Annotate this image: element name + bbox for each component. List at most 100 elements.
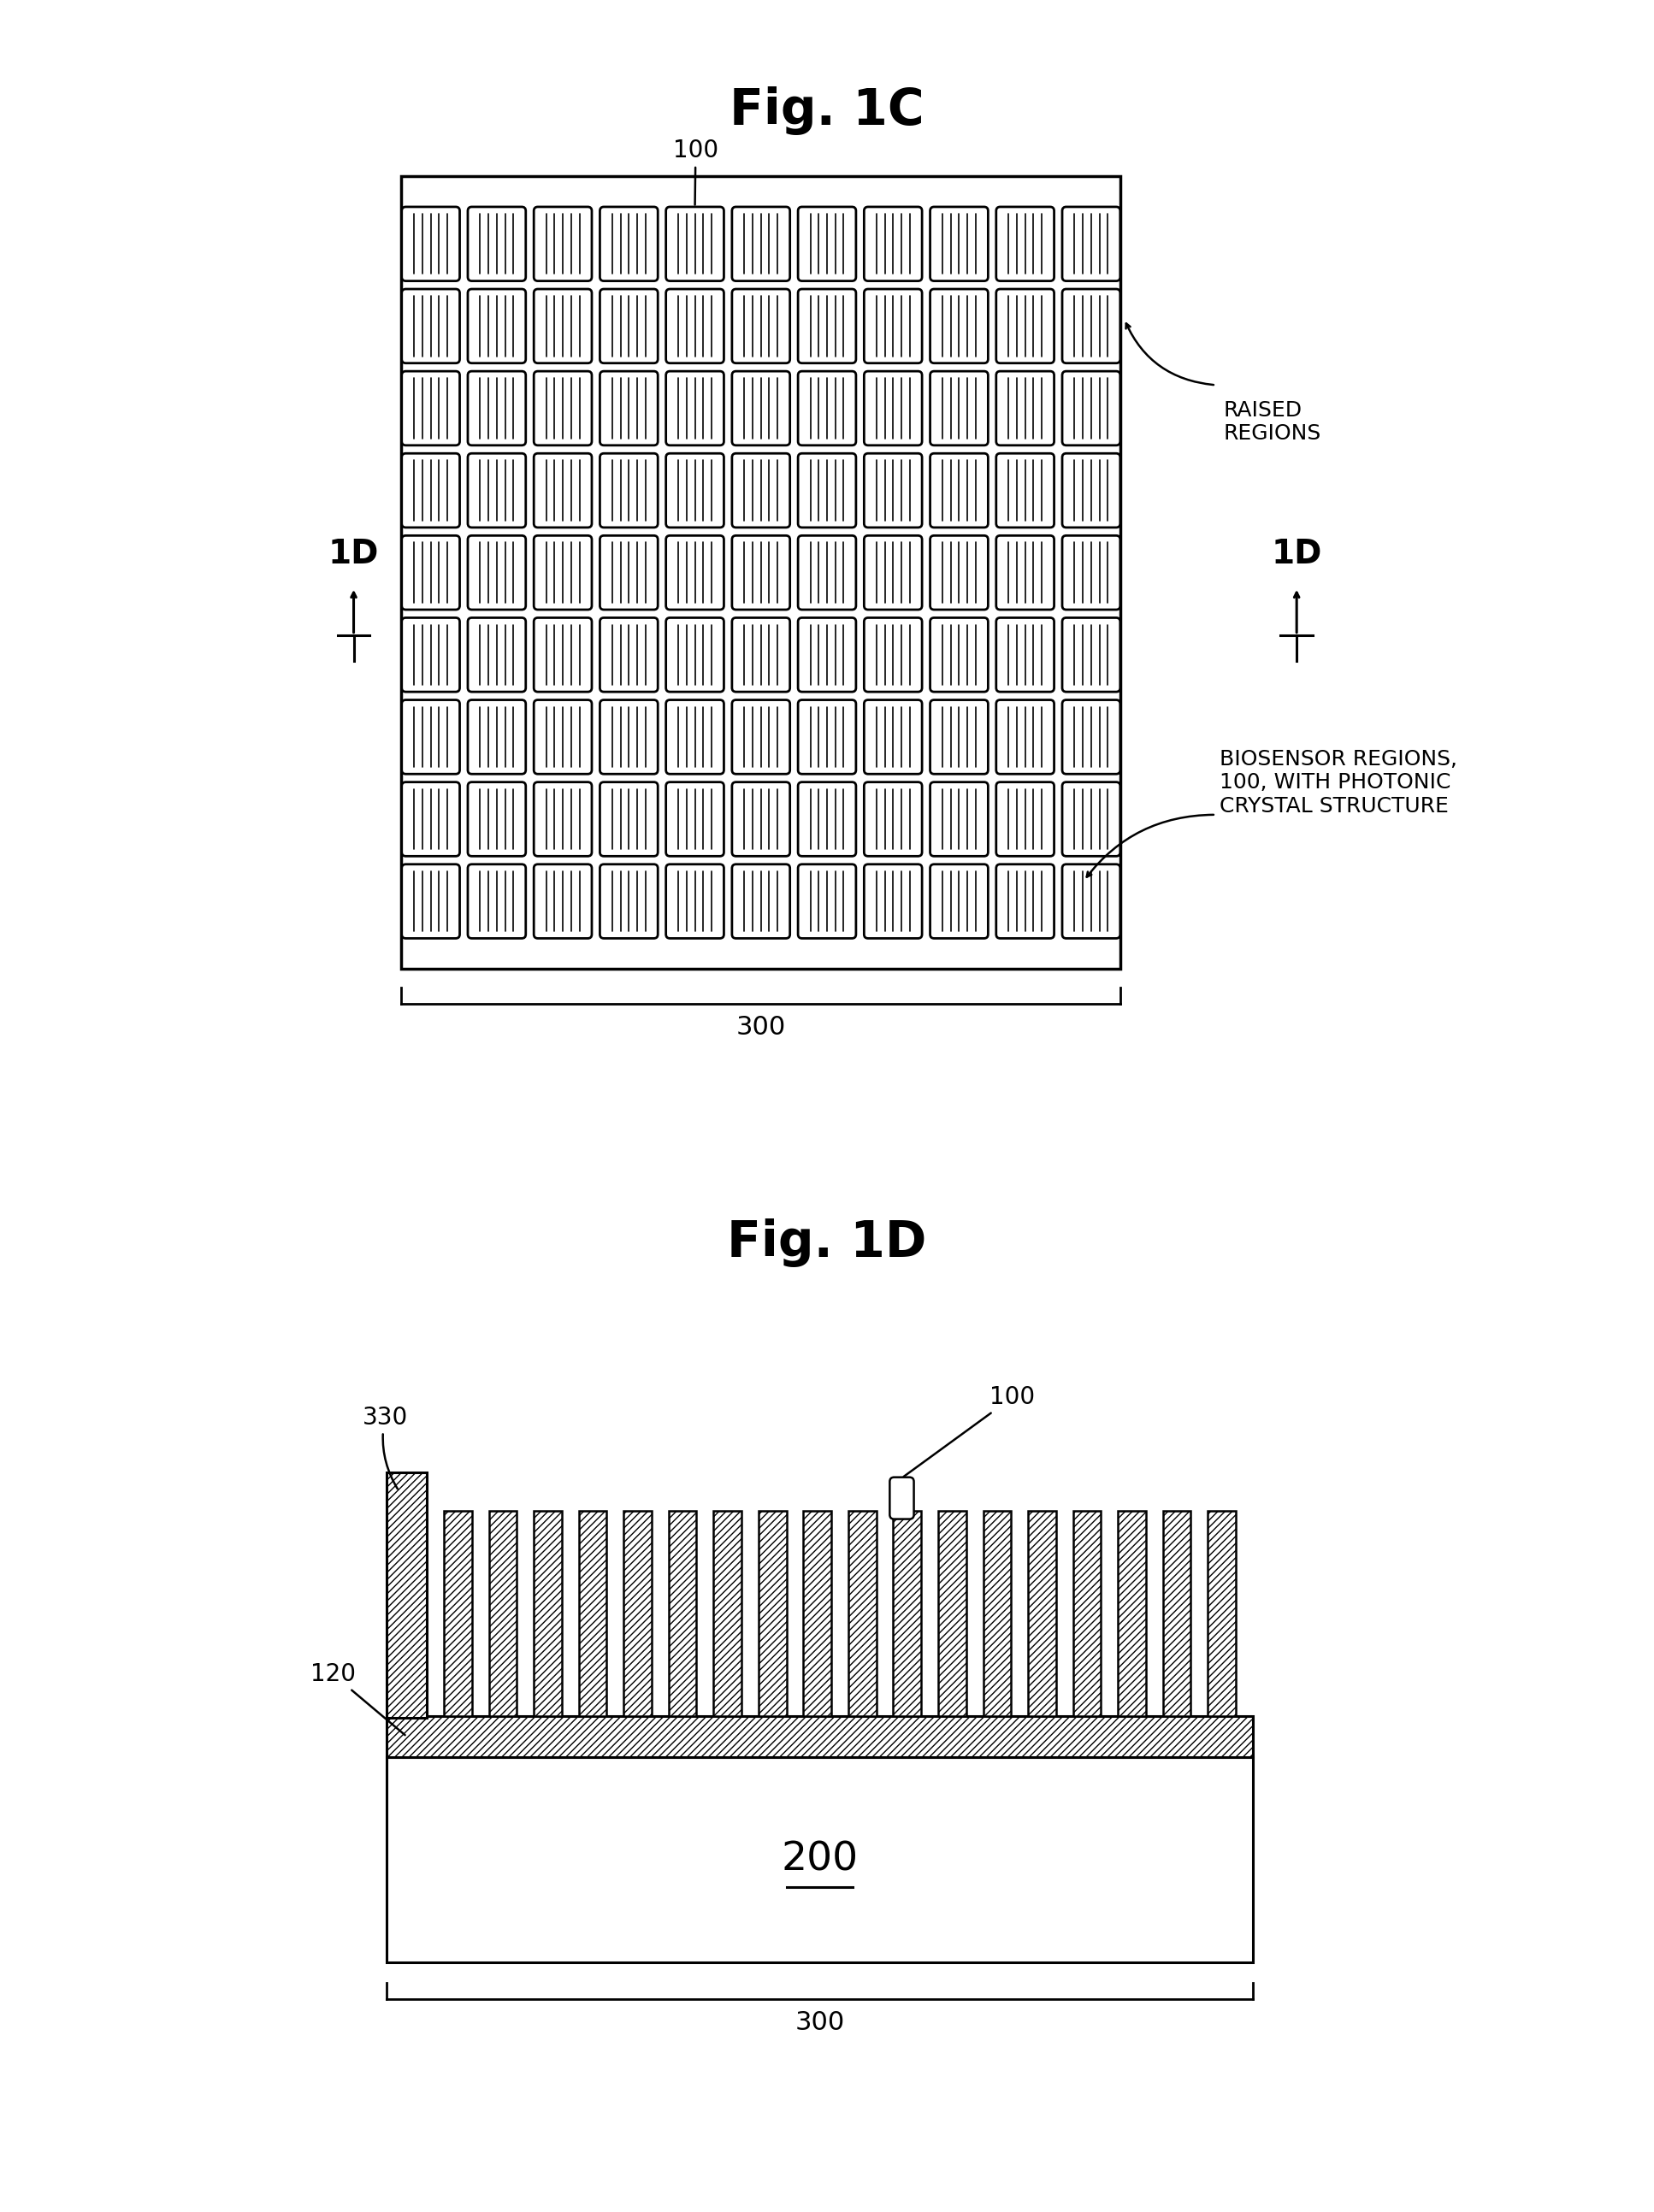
FancyBboxPatch shape xyxy=(863,699,921,774)
Bar xyxy=(982,1511,1011,1717)
FancyBboxPatch shape xyxy=(468,617,526,692)
FancyBboxPatch shape xyxy=(402,617,460,692)
Bar xyxy=(534,1511,562,1717)
FancyBboxPatch shape xyxy=(863,865,921,938)
FancyBboxPatch shape xyxy=(468,783,526,856)
FancyBboxPatch shape xyxy=(996,372,1054,445)
FancyBboxPatch shape xyxy=(996,783,1054,856)
FancyBboxPatch shape xyxy=(797,453,857,526)
FancyBboxPatch shape xyxy=(600,453,658,526)
FancyBboxPatch shape xyxy=(667,617,724,692)
FancyBboxPatch shape xyxy=(930,865,987,938)
FancyBboxPatch shape xyxy=(930,208,987,281)
FancyBboxPatch shape xyxy=(996,865,1054,938)
FancyBboxPatch shape xyxy=(733,617,791,692)
FancyBboxPatch shape xyxy=(1062,290,1120,363)
FancyBboxPatch shape xyxy=(1062,699,1120,774)
FancyBboxPatch shape xyxy=(600,208,658,281)
Bar xyxy=(893,1511,921,1717)
FancyBboxPatch shape xyxy=(667,453,724,526)
FancyBboxPatch shape xyxy=(1062,865,1120,938)
FancyBboxPatch shape xyxy=(667,783,724,856)
FancyBboxPatch shape xyxy=(797,783,857,856)
FancyBboxPatch shape xyxy=(468,290,526,363)
Bar xyxy=(402,177,1120,969)
FancyBboxPatch shape xyxy=(667,865,724,938)
FancyBboxPatch shape xyxy=(402,783,460,856)
FancyBboxPatch shape xyxy=(863,290,921,363)
FancyBboxPatch shape xyxy=(1062,535,1120,611)
FancyBboxPatch shape xyxy=(733,208,791,281)
Text: 200: 200 xyxy=(781,1840,858,1878)
FancyBboxPatch shape xyxy=(890,1478,915,1520)
Bar xyxy=(804,1511,832,1717)
Bar xyxy=(387,1473,427,1719)
FancyBboxPatch shape xyxy=(797,535,857,611)
FancyBboxPatch shape xyxy=(600,783,658,856)
FancyBboxPatch shape xyxy=(468,372,526,445)
Text: Fig. 1C: Fig. 1C xyxy=(729,86,925,135)
Bar xyxy=(938,1511,966,1717)
Text: 100: 100 xyxy=(673,139,718,206)
FancyBboxPatch shape xyxy=(402,535,460,611)
Text: 120: 120 xyxy=(311,1661,405,1734)
FancyBboxPatch shape xyxy=(534,290,592,363)
FancyBboxPatch shape xyxy=(600,865,658,938)
FancyBboxPatch shape xyxy=(667,372,724,445)
FancyBboxPatch shape xyxy=(930,453,987,526)
Text: 100: 100 xyxy=(903,1385,1035,1478)
FancyBboxPatch shape xyxy=(402,290,460,363)
FancyBboxPatch shape xyxy=(667,535,724,611)
Bar xyxy=(1163,1511,1191,1717)
FancyBboxPatch shape xyxy=(996,290,1054,363)
Bar xyxy=(1029,1511,1055,1717)
FancyBboxPatch shape xyxy=(534,453,592,526)
Text: BIOSENSOR REGIONS,
100, WITH PHOTONIC
CRYSTAL STRUCTURE: BIOSENSOR REGIONS, 100, WITH PHOTONIC CR… xyxy=(1219,748,1457,816)
FancyBboxPatch shape xyxy=(863,535,921,611)
FancyBboxPatch shape xyxy=(797,865,857,938)
FancyBboxPatch shape xyxy=(733,865,791,938)
FancyBboxPatch shape xyxy=(534,372,592,445)
FancyBboxPatch shape xyxy=(733,453,791,526)
Text: 300: 300 xyxy=(796,2011,845,2035)
FancyBboxPatch shape xyxy=(468,535,526,611)
FancyBboxPatch shape xyxy=(402,208,460,281)
Bar xyxy=(490,1511,518,1717)
FancyBboxPatch shape xyxy=(534,535,592,611)
Bar xyxy=(387,1717,1252,1756)
FancyBboxPatch shape xyxy=(600,535,658,611)
Text: 1D: 1D xyxy=(1272,538,1322,571)
FancyBboxPatch shape xyxy=(996,617,1054,692)
FancyBboxPatch shape xyxy=(930,290,987,363)
FancyBboxPatch shape xyxy=(797,699,857,774)
Bar xyxy=(668,1511,696,1717)
FancyBboxPatch shape xyxy=(930,617,987,692)
Text: Fig. 1D: Fig. 1D xyxy=(728,1219,926,1267)
FancyBboxPatch shape xyxy=(468,865,526,938)
FancyBboxPatch shape xyxy=(667,290,724,363)
FancyBboxPatch shape xyxy=(930,783,987,856)
FancyBboxPatch shape xyxy=(863,453,921,526)
FancyBboxPatch shape xyxy=(1062,783,1120,856)
FancyBboxPatch shape xyxy=(534,699,592,774)
FancyBboxPatch shape xyxy=(468,208,526,281)
FancyBboxPatch shape xyxy=(733,535,791,611)
FancyBboxPatch shape xyxy=(733,699,791,774)
FancyBboxPatch shape xyxy=(468,699,526,774)
FancyBboxPatch shape xyxy=(797,208,857,281)
Bar xyxy=(443,1511,471,1717)
Bar xyxy=(1073,1511,1102,1717)
FancyBboxPatch shape xyxy=(534,865,592,938)
FancyBboxPatch shape xyxy=(1062,208,1120,281)
FancyBboxPatch shape xyxy=(996,453,1054,526)
Text: 300: 300 xyxy=(736,1015,786,1040)
FancyBboxPatch shape xyxy=(667,699,724,774)
FancyBboxPatch shape xyxy=(863,208,921,281)
FancyBboxPatch shape xyxy=(996,535,1054,611)
FancyBboxPatch shape xyxy=(863,617,921,692)
Bar xyxy=(759,1511,786,1717)
FancyBboxPatch shape xyxy=(600,699,658,774)
FancyBboxPatch shape xyxy=(930,372,987,445)
FancyBboxPatch shape xyxy=(534,783,592,856)
Bar xyxy=(579,1511,607,1717)
